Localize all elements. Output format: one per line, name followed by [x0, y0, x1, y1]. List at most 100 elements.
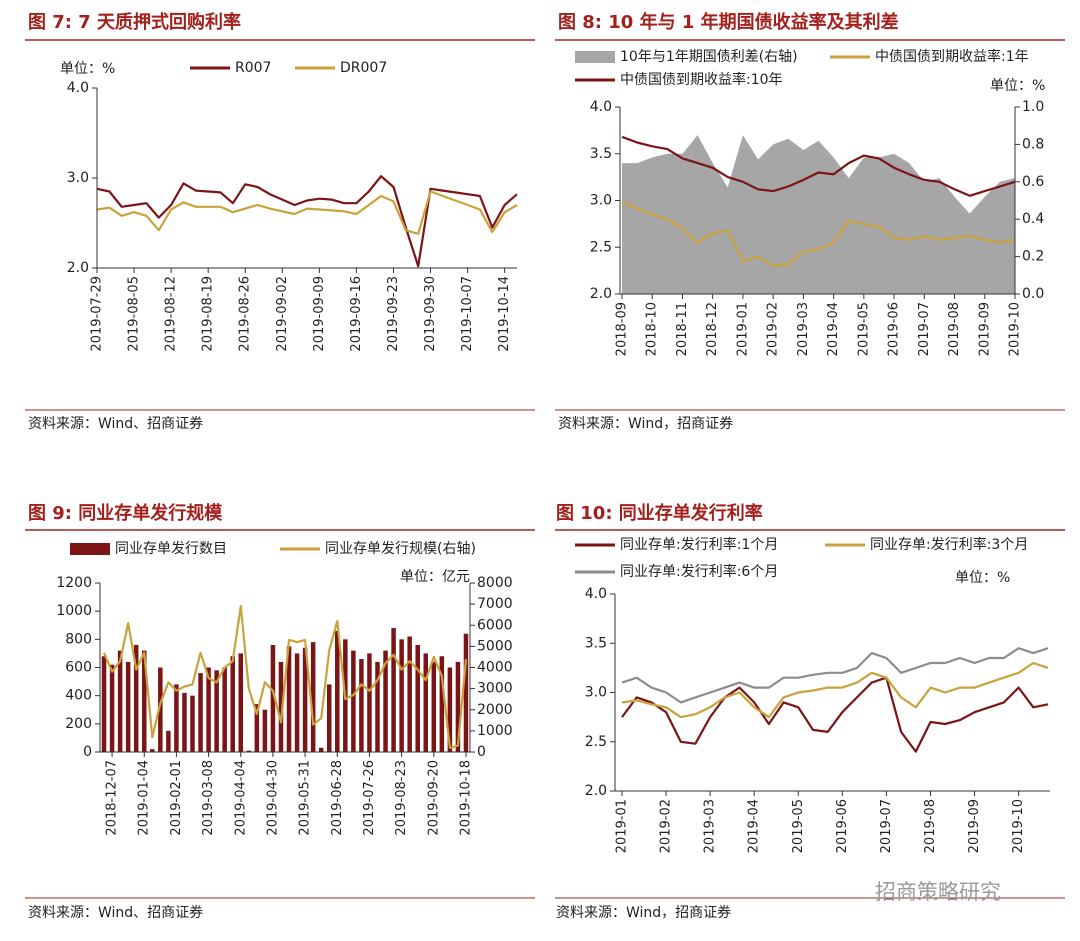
y-tick-label: 800	[65, 631, 92, 647]
legend-label: 同业存单发行数目	[115, 541, 227, 557]
legend-label: 同业存单:发行利率:1个月	[620, 536, 778, 553]
bar	[150, 749, 155, 752]
legend-swatch	[575, 51, 615, 63]
x-tick-label: 2019-01-04	[137, 760, 152, 836]
y2-tick-label: 0.6	[1022, 174, 1044, 190]
x-tick-label: 2019-05-31	[298, 760, 313, 836]
bar	[463, 633, 469, 752]
y2-tick-label: 1000	[477, 723, 513, 739]
unit-label: 单位：%	[990, 78, 1045, 94]
x-tick-label: 2019-07	[879, 799, 894, 853]
bar	[166, 730, 171, 752]
y2-tick-label: 0	[477, 744, 486, 760]
bar	[431, 661, 437, 752]
source-note: 资料来源：Wind，招商证券	[556, 905, 731, 921]
y2-tick-label: 1.0	[1022, 99, 1044, 115]
y-tick-label: 2.5	[585, 734, 607, 750]
x-tick-label: 2019-03	[703, 799, 718, 853]
source-note: 资料来源：Wind、招商证券	[28, 905, 203, 921]
y-tick-label: 3.5	[590, 146, 612, 162]
x-tick-label: 2019-10	[1008, 302, 1023, 356]
bar	[383, 650, 388, 752]
chart-title: 图 8: 10 年与 1 年期国债收益率及其利差	[558, 11, 899, 33]
bar	[399, 639, 404, 752]
bar	[310, 642, 316, 752]
bar	[375, 661, 380, 752]
line	[96, 190, 518, 235]
y-tick-label: 4.0	[585, 586, 607, 602]
line	[621, 135, 1016, 197]
bar	[214, 670, 219, 752]
bar	[351, 650, 356, 752]
y2-tick-label: 4000	[477, 660, 513, 676]
legend-label: 中债国债到期收益率:10年	[620, 71, 783, 88]
x-tick-label: 2019-07	[917, 302, 932, 356]
x-tick-label: 2018-10	[645, 302, 660, 356]
x-tick-label: 2019-09	[967, 799, 982, 853]
bar	[447, 667, 453, 752]
y2-tick-label: 6000	[477, 617, 513, 633]
y2-tick-label: 3000	[477, 681, 513, 697]
chart-title: 图 9: 同业存单发行规模	[28, 502, 223, 524]
x-tick-label: 2019-08	[923, 799, 938, 853]
legend-swatch	[70, 543, 110, 555]
y-tick-label: 2.0	[67, 260, 89, 276]
bar	[158, 667, 163, 752]
x-tick-label: 2019-09	[977, 302, 992, 356]
x-tick-label: 2019-09-02	[275, 276, 290, 352]
legend-label: 中债国债到期收益率:1年	[875, 48, 1029, 65]
bar	[262, 709, 268, 752]
legend-label: 同业存单发行规模(右轴)	[325, 541, 476, 557]
x-tick-label: 2019-04	[826, 302, 841, 356]
unit-label: 单位：%	[955, 570, 1010, 586]
y2-tick-label: 0.4	[1022, 211, 1044, 227]
y2-tick-label: 5000	[477, 638, 513, 654]
chart-title: 图 10: 同业存单发行利率	[556, 502, 763, 524]
bar	[109, 664, 115, 752]
line	[621, 647, 1049, 704]
x-tick-label: 2019-10-18	[458, 760, 473, 836]
bar	[423, 653, 429, 752]
bar	[270, 644, 276, 752]
x-tick-label: 2019-01	[615, 799, 630, 853]
y2-tick-label: 0.2	[1022, 249, 1044, 265]
x-tick-label: 2019-07-29	[90, 276, 105, 352]
bar	[198, 673, 203, 752]
x-tick-label: 2019-06	[835, 799, 850, 853]
bar	[254, 704, 260, 752]
x-tick-label: 2019-10-07	[460, 276, 475, 352]
x-tick-label: 2019-04	[747, 799, 762, 853]
bar	[182, 692, 187, 752]
y-tick-label: 3.5	[585, 635, 607, 651]
source-note: 资料来源：Wind，招商证券	[558, 416, 733, 432]
bar	[206, 667, 211, 752]
x-tick-label: 2019-08-23	[394, 760, 409, 836]
bar	[278, 661, 284, 752]
y2-tick-label: 7000	[477, 596, 513, 612]
unit-label: 单位：%	[60, 61, 115, 77]
x-tick-label: 2019-09-20	[426, 760, 441, 836]
x-tick-label: 2019-05	[856, 302, 871, 356]
bar	[294, 653, 300, 752]
line	[621, 201, 1016, 268]
y2-tick-label: 0.0	[1022, 286, 1044, 302]
bar	[359, 659, 364, 752]
line	[102, 605, 468, 749]
watermark: 招商策略研究	[875, 880, 1001, 904]
y2-tick-label: 0.8	[1022, 136, 1044, 152]
y-tick-label: 200	[65, 716, 92, 732]
x-tick-label: 2019-08	[947, 302, 962, 356]
x-tick-label: 2019-08-26	[238, 276, 253, 352]
line	[621, 676, 1049, 753]
bar	[415, 644, 420, 752]
bar	[326, 684, 332, 752]
x-tick-label: 2019-03-08	[201, 760, 216, 836]
bar	[286, 646, 292, 752]
x-tick-label: 2019-06-28	[330, 760, 345, 836]
x-tick-label: 2018-11	[675, 302, 690, 356]
bar	[125, 661, 131, 752]
y-tick-label: 3.0	[67, 170, 89, 186]
x-tick-label: 2019-08-12	[164, 276, 179, 352]
x-tick-label: 2019-04-30	[265, 760, 280, 836]
unit-label: 单位：亿元	[400, 569, 470, 585]
